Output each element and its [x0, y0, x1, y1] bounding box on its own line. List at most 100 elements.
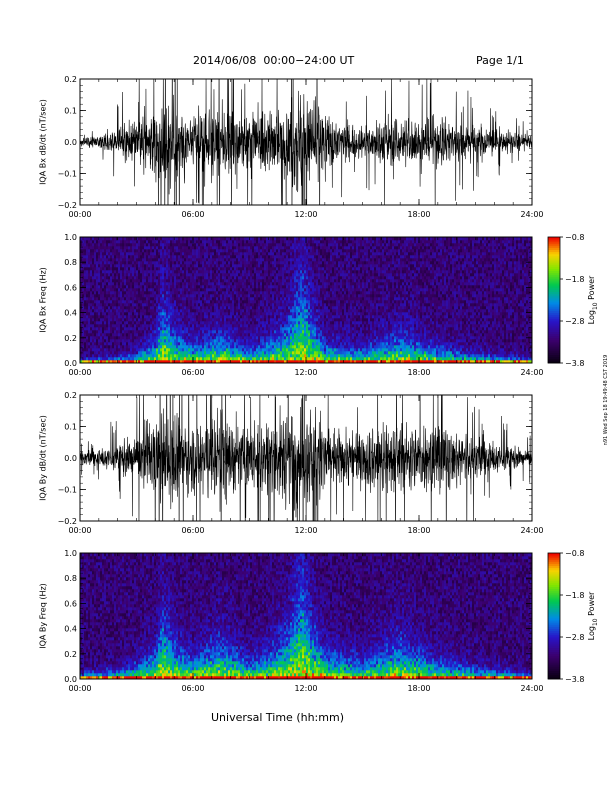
spectrogram-cell — [102, 294, 105, 298]
spectrogram-cell — [220, 315, 223, 319]
spectrogram-cell — [262, 321, 265, 325]
spectrogram-cell — [270, 345, 273, 349]
spectrogram-cell — [290, 327, 293, 331]
spectrogram-cell — [230, 306, 233, 310]
spectrogram-cell — [130, 309, 133, 313]
spectrogram-cell — [262, 252, 265, 256]
spectrogram-cell — [106, 333, 109, 337]
spectrogram-cell — [110, 246, 113, 250]
spectrogram-cell — [204, 246, 207, 250]
spectrogram-cell — [150, 315, 153, 319]
spectrogram-cell — [272, 312, 275, 316]
spectrogram-cell — [166, 258, 169, 262]
spectrogram-cell — [224, 258, 227, 262]
spectrogram-cell — [106, 339, 109, 343]
spectrogram-cell — [134, 288, 137, 292]
spectrogram-cell — [246, 270, 249, 274]
spectrogram-cell — [156, 312, 159, 316]
spectrogram-cell — [166, 345, 169, 349]
spectrogram-cell — [88, 243, 91, 247]
spectrogram-cell — [182, 252, 185, 256]
spectrogram-cell — [252, 333, 255, 337]
spectrogram-cell — [196, 336, 199, 340]
spectrogram-cell — [86, 273, 89, 277]
spectrogram-cell — [204, 321, 207, 325]
spectrogram-cell — [274, 318, 277, 322]
spectrogram-cell — [156, 249, 159, 253]
spectrogram-cell — [240, 273, 243, 277]
spectrogram-cell — [106, 252, 109, 256]
spectrogram-cell — [238, 330, 241, 334]
spectrogram-cell — [182, 279, 185, 283]
spectrogram-cell — [164, 249, 167, 253]
spectrogram-cell — [300, 267, 303, 271]
spectrogram-cell — [138, 294, 141, 298]
spectrogram-cell — [240, 288, 243, 292]
spectrogram-cell — [96, 249, 99, 253]
spectrogram-cell — [300, 354, 303, 358]
spectrogram-cell — [200, 267, 203, 271]
spectrogram-cell — [218, 273, 221, 277]
spectrogram-cell — [150, 294, 153, 298]
spectrogram-cell — [88, 237, 91, 241]
spectrogram-cell — [98, 318, 101, 322]
spectrogram-cell — [136, 267, 139, 271]
spectrogram-cell — [282, 318, 285, 322]
spectrogram-cell — [280, 330, 283, 334]
spectrogram-cell — [140, 300, 143, 304]
spectrogram-cell — [178, 300, 181, 304]
spectrogram-cell — [212, 312, 215, 316]
spectrogram-cell — [206, 288, 209, 292]
spectrogram-cell — [228, 258, 231, 262]
spectrogram-cell — [108, 258, 111, 262]
spectrogram-cell — [108, 264, 111, 268]
spectrogram-cell — [262, 264, 265, 268]
spectrogram-cell — [140, 261, 143, 265]
spectrogram-cell — [310, 321, 313, 325]
spectrogram-cell — [138, 267, 141, 271]
spectrogram-cell — [150, 312, 153, 316]
spectrogram-cell — [288, 342, 291, 346]
spectrogram-cell — [260, 294, 263, 298]
spectrogram-cell — [194, 297, 197, 301]
spectrogram-cell — [228, 312, 231, 316]
spectrogram-cell — [256, 339, 259, 343]
spectrogram-cell — [242, 303, 245, 307]
spectrogram-cell — [180, 255, 183, 259]
spectrogram-cell — [98, 324, 101, 328]
spectrogram-cell — [296, 342, 299, 346]
spectrogram-cell — [244, 258, 247, 262]
spectrogram-cell — [290, 252, 293, 256]
spectrogram-cell — [174, 270, 177, 274]
spectrogram-cell — [114, 348, 117, 352]
spectrogram-cell — [112, 342, 115, 346]
spectrogram-cell — [258, 240, 261, 244]
spectrogram-cell — [98, 261, 101, 265]
spectrogram-cell — [156, 279, 159, 283]
spectrogram-cell — [268, 339, 271, 343]
spectrogram-cell — [174, 237, 177, 241]
spectrogram-cell — [110, 345, 113, 349]
spectrogram-cell — [94, 306, 97, 310]
spectrogram-cell — [268, 273, 271, 277]
spectrogram-cell — [228, 270, 231, 274]
spectrogram-cell — [166, 270, 169, 274]
spectrogram-cell — [242, 273, 245, 277]
spectrogram-cell — [306, 312, 309, 316]
spectrogram-cell — [208, 315, 211, 319]
spectrogram-cell — [218, 294, 221, 298]
spectrogram-cell — [190, 324, 193, 328]
spectrogram-cell — [248, 303, 251, 307]
spectrogram-cell — [274, 267, 277, 271]
spectrogram-cell — [206, 240, 209, 244]
spectrogram-cell — [84, 309, 87, 313]
spectrogram-cell — [240, 297, 243, 301]
spectrogram-cell — [168, 252, 171, 256]
spectrogram-cell — [226, 258, 229, 262]
spectrogram-cell — [202, 291, 205, 295]
spectrogram-cell — [122, 288, 125, 292]
spectrogram-cell — [170, 237, 173, 241]
spectrogram-cell — [138, 261, 141, 265]
spectrogram-cell — [170, 324, 173, 328]
spectrogram-cell — [144, 273, 147, 277]
